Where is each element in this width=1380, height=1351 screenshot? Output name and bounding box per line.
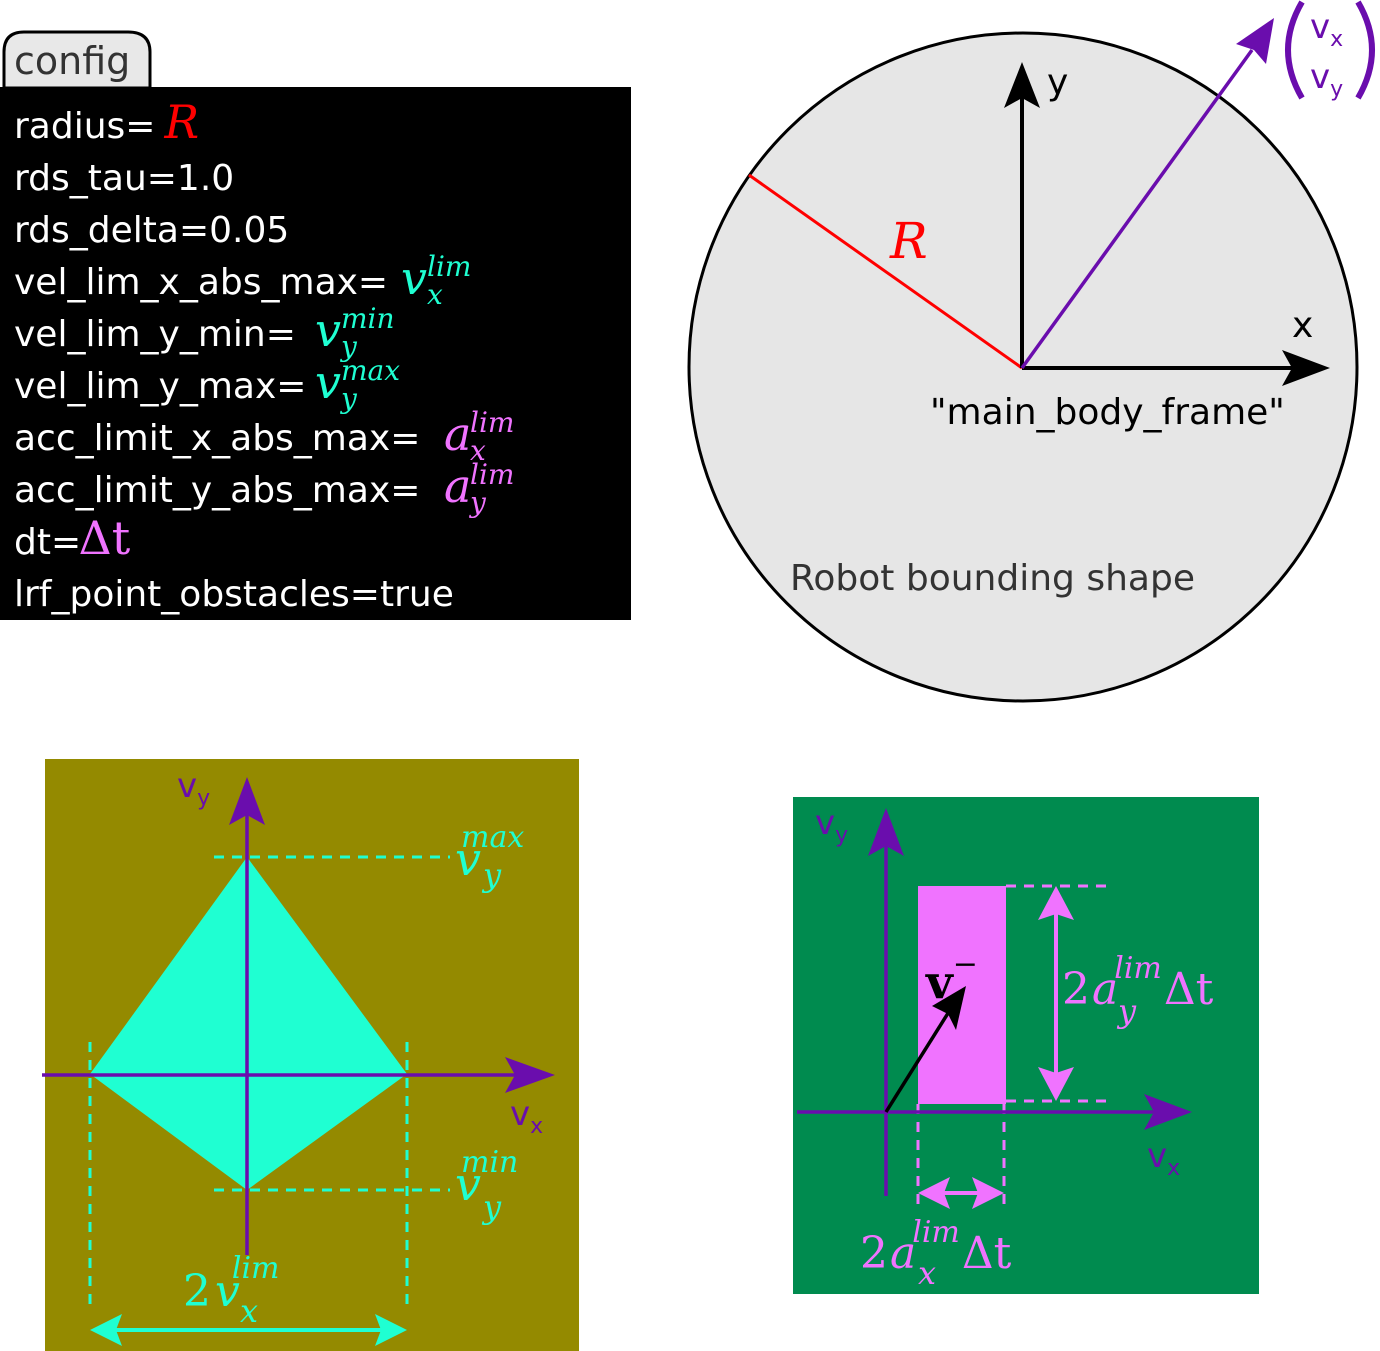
width-accel-arrow-right — [972, 1177, 1004, 1209]
config-line-7-symbol: a — [444, 459, 471, 513]
accel-vy-label: vy — [815, 803, 848, 848]
radius-line — [748, 173, 1023, 370]
width-arrow-right — [375, 1314, 407, 1346]
current-velocity-arrowhead — [932, 986, 966, 1030]
config-line-4: vel_lim_y_min= — [14, 314, 296, 355]
vmax-label: vmax — [455, 820, 524, 886]
config-line-1: rds_tau=1.0 — [14, 158, 234, 199]
config-line-8-symbol: Δt — [79, 511, 131, 565]
radius-label: R — [889, 212, 928, 270]
velocity-vx-arrowhead — [505, 1057, 555, 1093]
velocity-vx-label: vx — [510, 1094, 543, 1139]
config-line-6-sup: lim — [470, 406, 514, 439]
config-line-3-sub: x — [427, 278, 443, 311]
velocity-vy-label: vy — [177, 766, 210, 811]
config-line-7-sub: y — [468, 486, 487, 519]
config-line-2: rds_delta=0.05 — [14, 210, 289, 251]
left-paren — [1285, 0, 1305, 100]
width-sub: x — [240, 1292, 258, 1330]
vmax-sub: y — [481, 856, 502, 894]
x-axis-arrowhead — [1282, 350, 1330, 386]
config-line-4-sub: y — [339, 330, 358, 363]
config-line-6-symbol: a — [444, 407, 471, 461]
config-line-4-symbol: v — [315, 303, 341, 357]
vmin-label: vmin — [455, 1145, 518, 1211]
config-line-5-sup: max — [341, 354, 400, 387]
height-label: 2alimΔt — [1062, 951, 1214, 1015]
velocity-vector-arrowhead — [1236, 18, 1274, 64]
config-line-3-sup: lim — [427, 250, 471, 283]
accel-guides — [916, 884, 1112, 1212]
accel-vy-arrowhead — [868, 808, 904, 856]
accel-vx-label: vx — [1147, 1136, 1180, 1181]
acceleration-panel: vx vy v− 2alimΔt y 2alimΔt x — [793, 797, 1259, 1294]
config-line-4-sup: min — [341, 302, 395, 335]
y-axis-label: y — [1047, 62, 1068, 103]
config-line-3-symbol: v — [401, 251, 427, 305]
frame-label: "main_body_frame" — [930, 392, 1285, 433]
width-label: 2vlim — [183, 1251, 280, 1317]
accel-panel-bg — [793, 797, 1259, 1294]
velocity-vector — [1020, 48, 1254, 370]
config-line-7-sup: lim — [470, 458, 514, 491]
height-arrow-bottom — [1038, 1067, 1074, 1101]
config-line-8: dt= — [14, 522, 81, 563]
width-accel-label: 2alimΔt — [860, 1215, 1012, 1279]
robot-panel: R y x "main_body_frame" vx vy Robot boun… — [687, 0, 1375, 703]
config-tab-label: config — [14, 39, 130, 83]
config-tab[interactable] — [2, 30, 152, 90]
config-line-6-sub: x — [470, 434, 486, 467]
width-accel-sub: x — [918, 1254, 936, 1292]
config-line-3: vel_lim_x_abs_max= — [14, 262, 388, 303]
config-line-9: lrf_point_obstacles=true — [14, 574, 454, 615]
config-line-5: vel_lim_y_max= — [14, 366, 306, 407]
velocity-vector-label: vx vy — [1285, 0, 1375, 102]
config-line-5-sub: y — [339, 382, 358, 415]
vy-label: vy — [1310, 57, 1343, 102]
vminus-label: v− — [925, 947, 978, 1009]
config-box — [0, 87, 631, 620]
y-axis-arrowhead — [1004, 62, 1040, 108]
config-line-0: radius= — [14, 106, 155, 147]
shape-label: Robot bounding shape — [790, 558, 1195, 599]
velocity-guides — [88, 855, 450, 1310]
vx-label: vx — [1310, 7, 1343, 52]
x-axis-label: x — [1292, 305, 1313, 346]
right-paren — [1355, 0, 1375, 100]
velocity-limit-panel: vx vy vmax y vmin y 2vlim x — [42, 759, 579, 1351]
height-arrow-top — [1038, 886, 1074, 920]
vmin-sub: y — [481, 1188, 502, 1226]
velocity-vy-arrowhead — [229, 777, 265, 825]
current-velocity-vector — [884, 1009, 952, 1113]
accel-vx-arrowhead — [1144, 1094, 1192, 1130]
height-sub: y — [1116, 992, 1137, 1030]
config-line-0-symbol: R — [164, 95, 200, 149]
config-line-6: acc_limit_x_abs_max= — [14, 418, 420, 459]
config-line-5-symbol: v — [315, 355, 341, 409]
width-arrow-left — [90, 1314, 122, 1346]
width-accel-arrow-left — [918, 1177, 950, 1209]
config-line-7: acc_limit_y_abs_max= — [14, 470, 420, 511]
